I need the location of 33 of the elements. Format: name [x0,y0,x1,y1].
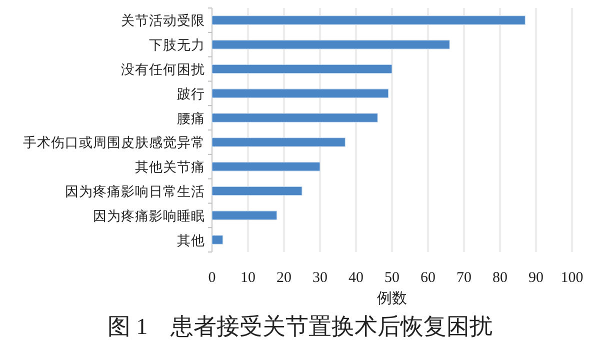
x-tick-label: 60 [420,270,436,286]
bar [212,64,392,74]
bar [212,210,278,220]
x-tick-label: 30 [312,270,328,286]
y-tick-label: 关节活动受限 [121,13,205,28]
y-tick-label: 其他 [177,232,205,248]
x-tick-label: 50 [384,270,400,286]
bar [212,235,224,244]
y-tick-label: 因为疼痛影响睡眠 [93,208,205,224]
x-tick-label: 70 [456,270,472,286]
bar [212,113,378,122]
x-tick-label: 80 [492,270,508,286]
y-tick-label: 手术伤口或周围皮肤感觉异常 [23,135,205,150]
bar [212,138,346,147]
x-axis-title: 例数 [377,291,407,307]
y-tick-label: 因为疼痛影响日常生活 [65,184,205,199]
bar [212,186,302,196]
text: 图 1 患者接受关节置换术后恢复困扰 [107,314,493,339]
x-tick-label: 20 [276,270,292,286]
y-tick-label: 跛行 [177,86,205,102]
x-tick-label: 90 [528,270,544,286]
bar [212,40,450,50]
y-tick-label: 其他关节痛 [135,160,205,175]
bar [212,88,389,98]
x-tick-label: 40 [348,270,364,286]
bar [212,162,320,172]
x-tick-label: 0 [208,270,216,286]
y-tick-label: 没有任何困扰 [121,62,205,77]
y-tick-label: 下肢无力 [149,38,205,53]
x-tick-label: 100 [560,270,584,286]
x-tick-label: 10 [240,270,256,286]
bar [212,16,526,25]
y-tick-label: 腰痛 [177,110,205,126]
